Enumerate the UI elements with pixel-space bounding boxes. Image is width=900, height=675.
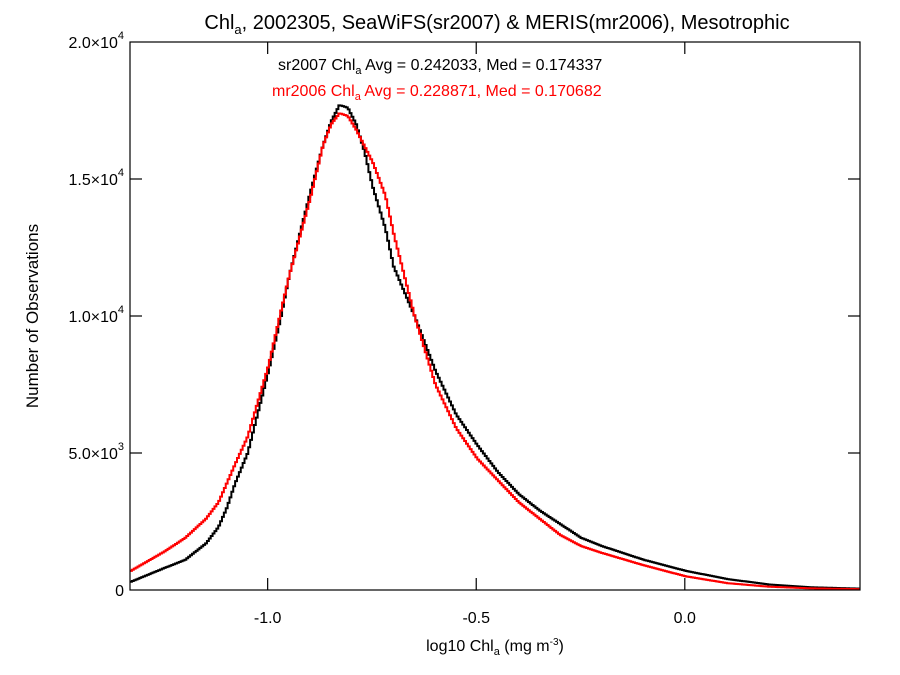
chart-title-pre: Chl (204, 12, 234, 34)
y-tick-label: 2.0×104 (68, 30, 124, 52)
y-tick-label: 0 (115, 583, 124, 600)
y-tick-label: 5.0×103 (68, 441, 124, 463)
annotation-sr2007-post: Avg = 0.242033, Med = 0.174337 (362, 57, 603, 74)
y-tick-label: 1.5×104 (68, 167, 124, 189)
annotation-sr2007: sr2007 Chla Avg = 0.242033, Med = 0.1743… (278, 57, 602, 77)
annotation-mr2006-pre: mr2006 Chl (272, 83, 355, 100)
annotation-sr2007-pre: sr2007 Chl (278, 57, 355, 74)
y-axis-label: Number of Observations (23, 224, 42, 408)
x-axis-label-sub: a (494, 646, 501, 658)
series-line-0 (130, 104, 860, 590)
annotation-mr2006: mr2006 Chla Avg = 0.228871, Med = 0.1706… (272, 83, 602, 103)
plot-frame (129, 41, 861, 591)
annotation-mr2006-sub: a (355, 91, 362, 103)
x-axis-label: log10 Chla (mg m-3) (426, 637, 564, 658)
chart-title-post: , 2002305, SeaWiFS(sr2007) & MERIS(mr200… (242, 12, 790, 34)
x-tick-label: -0.5 (462, 610, 490, 627)
chart-title: Chla, 2002305, SeaWiFS(sr2007) & MERIS(m… (204, 12, 789, 37)
chart-title-sub: a (234, 22, 242, 37)
x-axis-label-pre: log10 Chl (426, 638, 494, 655)
x-tick-label: 0.0 (674, 610, 696, 627)
annotation-sr2007-sub: a (355, 65, 362, 77)
x-axis-label-sup: -3 (550, 637, 559, 648)
x-tick-label: -1.0 (254, 610, 282, 627)
ticks-layer: -1.0 -0.5 0.0 0 5.0×103 1.0×104 1.5×104 2.0×104 (68, 30, 860, 627)
annotation-mr2006-post: Avg = 0.228871, Med = 0.170682 (361, 83, 602, 100)
x-axis-label-post: ) (559, 638, 564, 655)
series-layer (130, 104, 860, 591)
series-line-1 (130, 112, 860, 591)
y-tick-label: 1.0×104 (68, 304, 124, 326)
x-axis-label-mid: (mg m (500, 638, 550, 655)
